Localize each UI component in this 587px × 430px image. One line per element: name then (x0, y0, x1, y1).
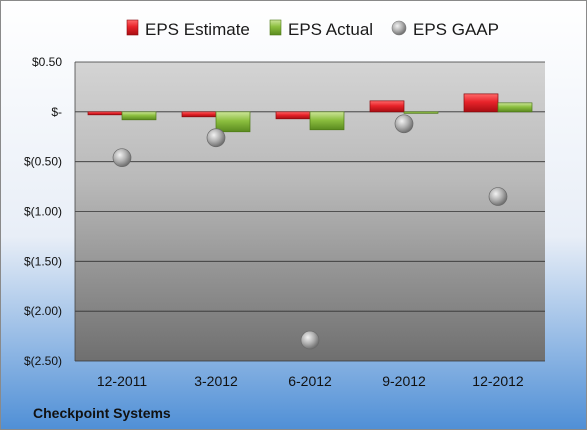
x-tick-label: 6-2012 (288, 373, 332, 389)
legend-swatch-eps-gaap (391, 20, 407, 36)
marker-eps-gaap (394, 114, 414, 134)
marker-eps-gaap (488, 187, 508, 206)
x-tick-label: 3-2012 (194, 373, 238, 389)
company-name: Checkpoint Systems (33, 405, 171, 421)
y-tick-label: $(2.00) (24, 304, 62, 318)
bar-eps-estimate (463, 93, 499, 113)
y-axis-tick-labels: $0.50 $- $(0.50) $(1.00) $(1.50) $(2.00) $(2.5… (24, 55, 62, 368)
bar-eps-estimate (181, 111, 217, 118)
legend-label-eps-gaap: EPS GAAP (413, 20, 499, 39)
legend-label-eps-estimate: EPS Estimate (145, 20, 250, 39)
marker-eps-gaap (112, 148, 132, 168)
y-tick-label: $0.50 (32, 55, 62, 69)
bar-eps-estimate (369, 100, 405, 113)
legend-swatch-eps-estimate (126, 19, 139, 36)
bar-eps-actual (403, 111, 439, 114)
x-tick-label: 12-2012 (472, 373, 524, 389)
bar-eps-actual (309, 111, 345, 131)
legend-label-eps-actual: EPS Actual (288, 20, 373, 39)
bar-eps-estimate (275, 111, 311, 120)
y-tick-label: $(1.00) (24, 205, 62, 219)
legend-item-eps-gaap: EPS GAAP (391, 20, 499, 39)
bar-series (87, 93, 533, 133)
marker-eps-gaap (300, 330, 320, 350)
y-tick-label: $(1.50) (24, 254, 62, 268)
bar-eps-actual (497, 102, 533, 113)
marker-eps-gaap (206, 128, 226, 148)
x-tick-label: 9-2012 (382, 373, 426, 389)
y-tick-label: $(0.50) (24, 155, 62, 169)
y-tick-label: $(2.50) (24, 354, 62, 368)
legend-swatch-eps-actual (269, 19, 282, 36)
legend-item-eps-estimate: EPS Estimate (126, 19, 250, 39)
bar-eps-estimate (87, 111, 123, 116)
bar-eps-actual (215, 111, 251, 133)
bar-eps-actual (121, 111, 157, 121)
legend-item-eps-actual: EPS Actual (269, 19, 373, 39)
y-tick-label: $- (51, 105, 62, 119)
legend: EPS Estimate EPS Actual EPS GAAP (126, 19, 499, 39)
x-axis-tick-labels: 12-2011 3-2012 6-2012 9-2012 12-2012 (97, 373, 524, 389)
gaap-markers (112, 114, 508, 350)
x-tick-label: 12-2011 (97, 373, 148, 389)
